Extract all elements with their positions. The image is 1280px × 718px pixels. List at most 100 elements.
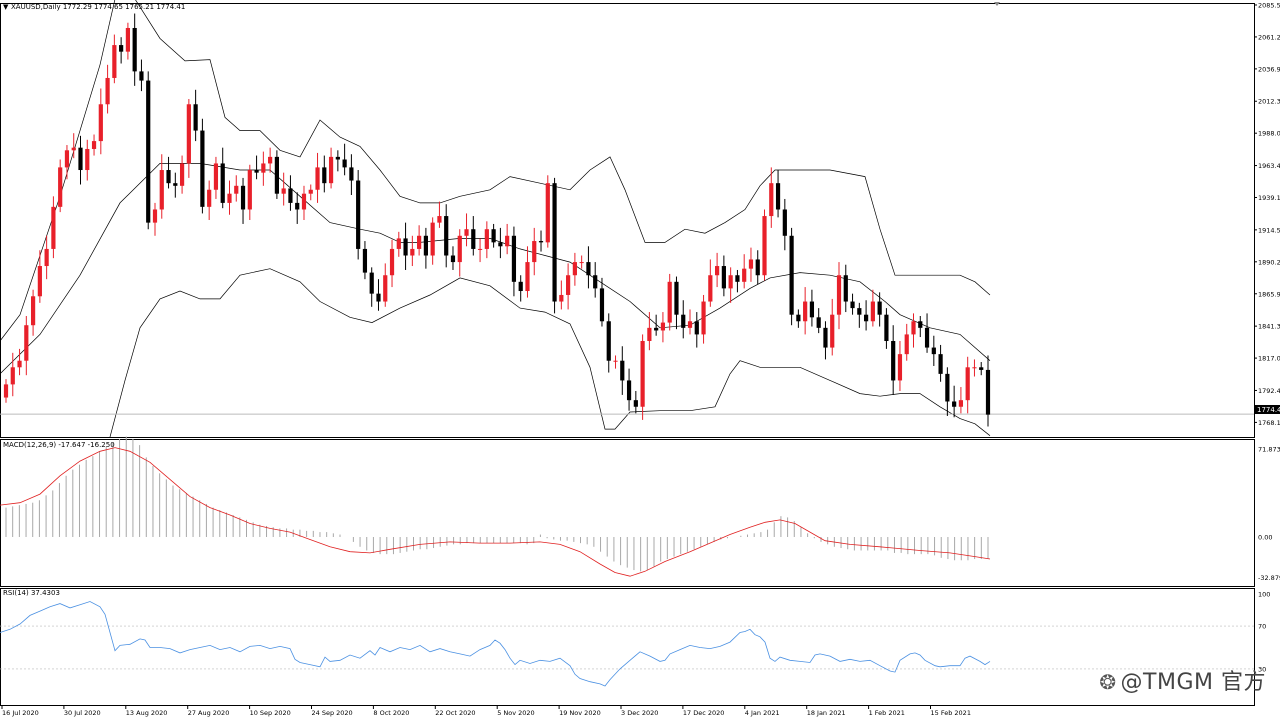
candle-body xyxy=(396,238,401,249)
candle-body xyxy=(681,314,686,328)
candle xyxy=(166,156,171,189)
candle-body xyxy=(261,163,266,173)
candle-body xyxy=(566,275,571,295)
candle xyxy=(559,280,564,310)
candle xyxy=(769,167,774,228)
candle-body xyxy=(179,163,185,186)
candle xyxy=(139,59,144,92)
candle xyxy=(471,216,476,256)
candle-body xyxy=(715,266,720,276)
candle-body xyxy=(701,301,706,335)
candle-body xyxy=(139,71,144,81)
candle-body xyxy=(247,170,252,210)
candle-body xyxy=(552,183,557,302)
candle-body xyxy=(85,148,90,171)
candle xyxy=(362,241,368,280)
main-scroll-marker[interactable]: ▼ xyxy=(3,3,9,11)
candle xyxy=(965,356,970,414)
candle xyxy=(904,323,909,361)
candle xyxy=(274,150,279,199)
date-tick-label: 17 Dec 2020 xyxy=(683,709,725,717)
candle xyxy=(30,289,36,336)
candle-body xyxy=(769,183,774,217)
candle xyxy=(836,262,842,330)
candle-body xyxy=(37,266,42,297)
candle xyxy=(85,139,90,181)
candle xyxy=(383,263,388,307)
candle xyxy=(396,231,401,257)
candle xyxy=(681,300,686,339)
candle-body xyxy=(816,317,821,328)
candle xyxy=(491,223,496,248)
candle-body xyxy=(200,130,205,207)
candle-body xyxy=(606,321,611,361)
watermark: ❂ @TMGM 官方 xyxy=(1099,664,1266,696)
candle-body xyxy=(268,156,273,164)
price-tag: 1774.41 xyxy=(1257,406,1280,414)
candle xyxy=(71,133,76,159)
candle-body xyxy=(640,340,645,407)
date-tick-label: 22 Oct 2020 xyxy=(435,709,475,717)
date-tick-label: 24 Sep 2020 xyxy=(312,709,353,717)
candle xyxy=(213,156,219,199)
candle-body xyxy=(105,77,110,105)
candle-body xyxy=(789,235,794,315)
candle-body xyxy=(559,294,564,302)
candle-body xyxy=(870,301,875,322)
candle xyxy=(884,308,889,349)
candle-body xyxy=(207,189,212,207)
candle-body xyxy=(877,301,882,315)
candle xyxy=(640,334,645,420)
candle-body xyxy=(166,170,171,184)
date-tick-label: 8 Oct 2020 xyxy=(373,709,409,717)
candle-body xyxy=(579,262,584,264)
macd-signal-line xyxy=(0,447,991,577)
date-tick-label: 3 Dec 2020 xyxy=(621,709,658,717)
candle xyxy=(457,229,462,277)
candle-body xyxy=(782,209,787,236)
candle-body xyxy=(525,262,530,292)
candle xyxy=(301,185,307,220)
candle xyxy=(200,118,205,214)
candle xyxy=(593,262,598,298)
candle-body xyxy=(288,188,293,203)
candle xyxy=(924,313,930,353)
candle xyxy=(335,150,340,172)
candle xyxy=(146,71,151,230)
candle-body xyxy=(315,167,320,190)
price-tick-label: 2061.20 xyxy=(1258,33,1280,41)
candle-body xyxy=(979,367,984,370)
candle-body xyxy=(965,367,970,401)
candle xyxy=(261,151,266,186)
candle-body xyxy=(667,281,672,323)
candle-body xyxy=(721,266,726,289)
candle-body xyxy=(254,170,259,173)
candle-body xyxy=(511,235,517,282)
candle xyxy=(3,379,9,403)
candle-body xyxy=(186,104,191,164)
shift-marker-icon[interactable] xyxy=(994,2,1000,6)
candle-body xyxy=(850,301,855,309)
price-tick-label: 1841.30 xyxy=(1258,323,1280,331)
candle xyxy=(532,227,537,276)
candle-body xyxy=(146,80,151,223)
macd-tick-label: 71.873 xyxy=(1258,445,1280,453)
candle-body xyxy=(369,272,374,294)
candle-body xyxy=(972,367,977,369)
rsi-tick-label: 70 xyxy=(1258,623,1266,631)
candle xyxy=(288,175,293,211)
price-tick-label: 1890.20 xyxy=(1258,258,1280,266)
candle xyxy=(694,312,699,348)
candle xyxy=(51,196,56,259)
candle-body xyxy=(863,314,869,322)
rsi-tick-label: 100 xyxy=(1258,591,1270,599)
candle xyxy=(789,227,794,326)
candle xyxy=(687,309,693,335)
candle xyxy=(897,340,903,391)
main-panel-header: XAUUSD,Daily 1772.29 1774.65 1765.21 177… xyxy=(11,3,185,11)
candle xyxy=(328,147,334,189)
candle xyxy=(430,217,435,265)
price-tick-label: 2036.90 xyxy=(1258,65,1280,73)
candle-body xyxy=(464,229,469,236)
candle-body xyxy=(403,238,408,256)
